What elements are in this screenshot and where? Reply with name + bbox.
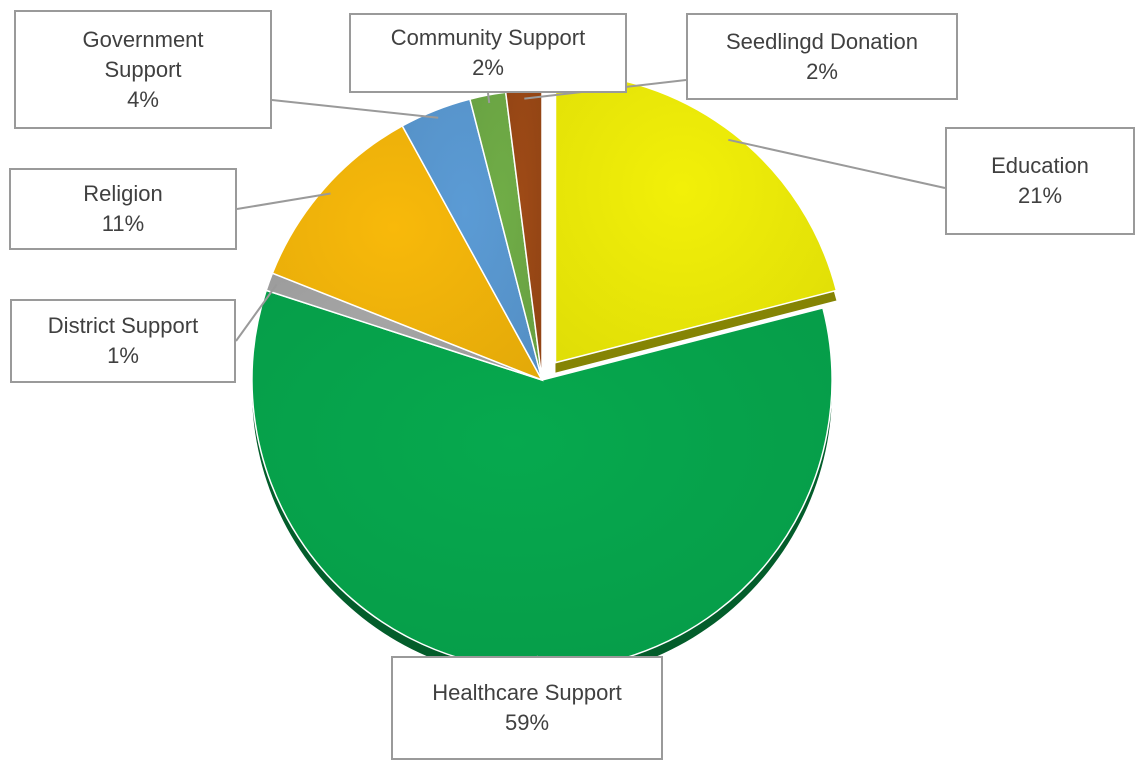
leader-line-district-support [235,283,278,342]
leader-line-community-support [487,92,491,104]
data-label-community-support: Community Support 2% [349,13,627,93]
pie-slice-religion [271,124,544,382]
leader-line-religion [236,192,331,210]
data-label-religion: Religion 11% [9,168,237,250]
leader-line-government [271,99,439,119]
data-label-district-support: District Support 1% [10,299,236,383]
data-label-education: Education 21% [945,127,1135,235]
data-label-healthcare-support: Healthcare Support 59% [391,656,663,760]
data-label-government-support: Government Support 4% [14,10,272,129]
leader-line-education [728,138,946,189]
slices-layer [251,71,838,681]
data-label-seedlingd-donation: Seedlingd Donation 2% [686,13,958,100]
